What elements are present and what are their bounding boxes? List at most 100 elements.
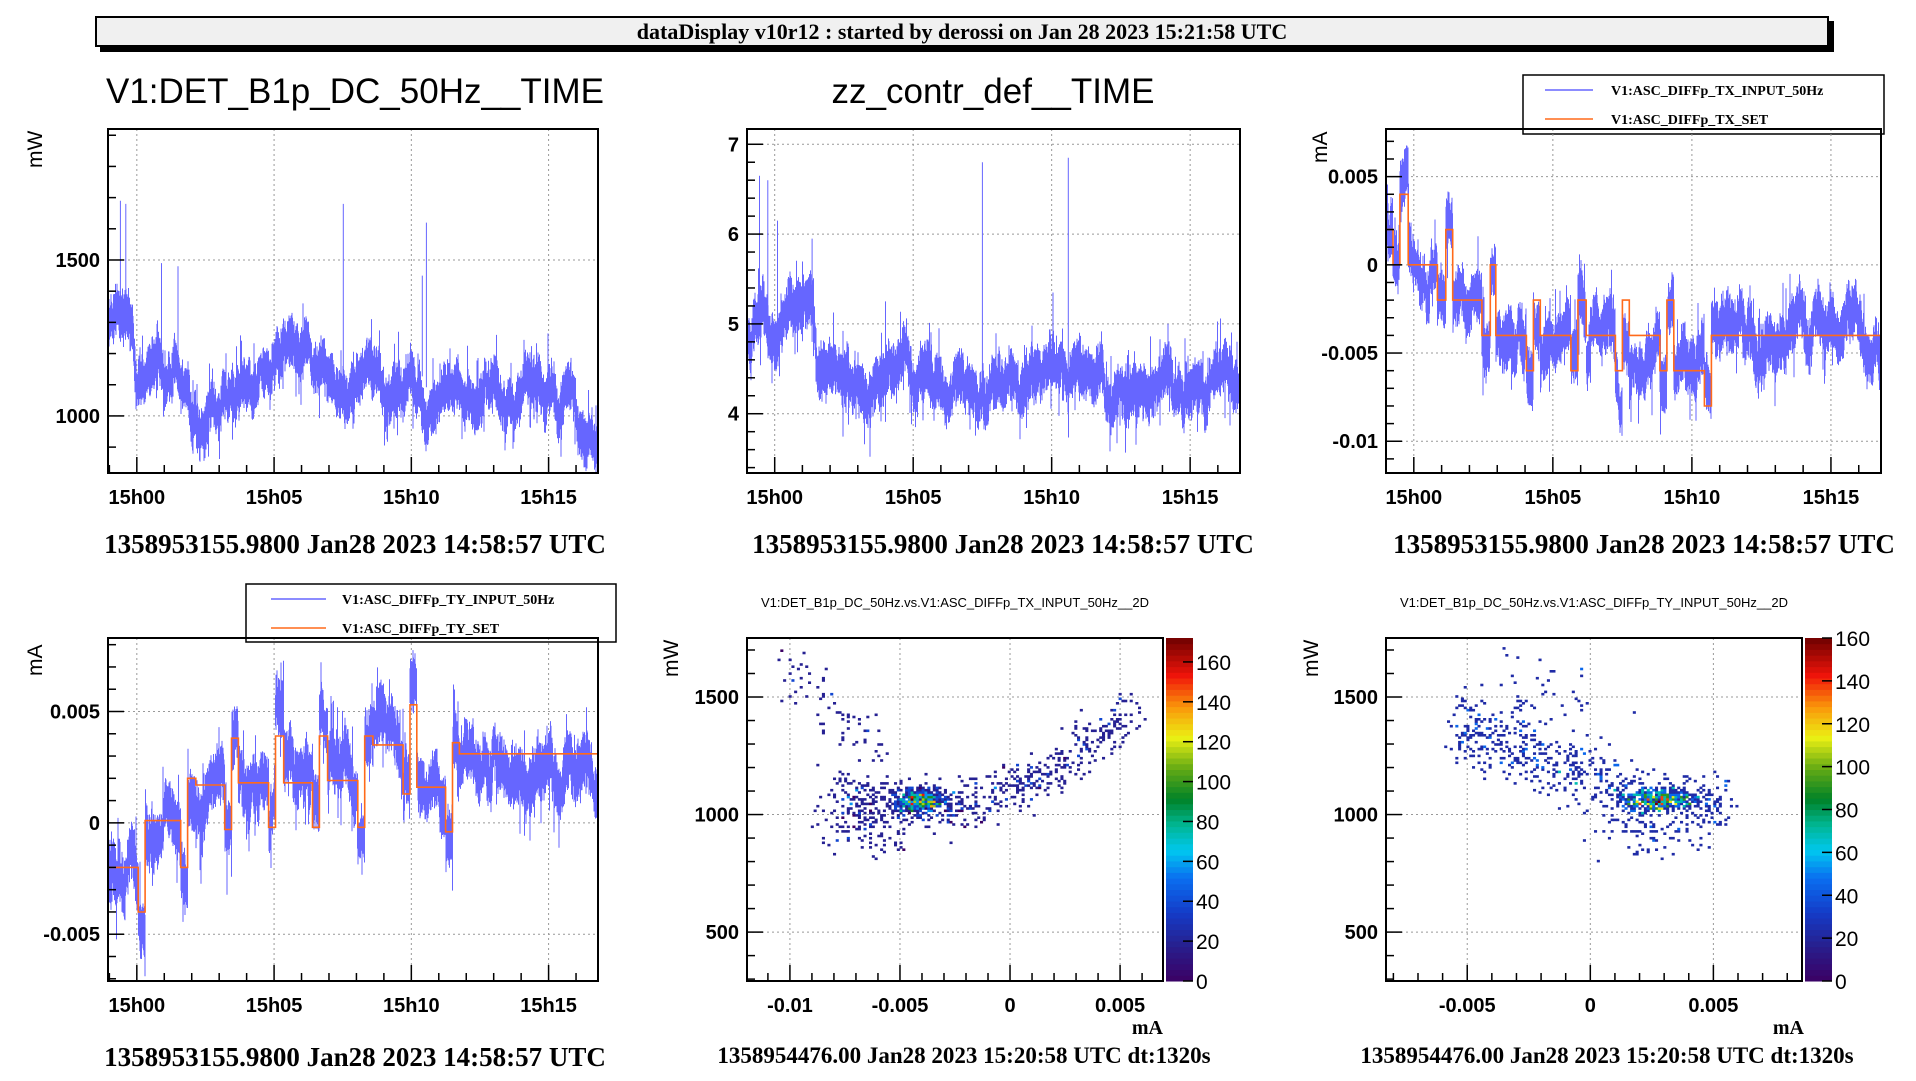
heatmap-cell [1082, 772, 1086, 776]
heatmap-cell [1519, 750, 1523, 753]
heatmap-cell [1533, 788, 1537, 792]
heatmap-cell [1060, 752, 1064, 755]
heatmap-cell [1588, 750, 1592, 753]
heatmap-cell [1004, 788, 1008, 792]
heatmap-cell [1646, 807, 1650, 810]
heatmap-cell [1460, 734, 1464, 737]
colorbar-segment [1166, 918, 1193, 925]
heatmap-cell [1021, 800, 1025, 803]
heatmap-cell [791, 665, 795, 668]
heatmap-cell [974, 825, 978, 829]
heatmap-cell [885, 775, 889, 778]
heatmap-cell [1696, 795, 1700, 799]
heatmap-cell [1677, 793, 1681, 797]
heatmap-cell [1663, 807, 1667, 810]
heatmap-cell [913, 804, 917, 808]
heatmap-cell [941, 800, 945, 803]
heatmap-cell [1521, 724, 1525, 728]
heatmap-cell [1693, 779, 1697, 783]
heatmap-cell [1557, 770, 1561, 774]
heatmap-cell [1018, 782, 1022, 785]
heatmap-cell [960, 791, 964, 794]
heatmap-cell [1621, 779, 1625, 783]
heatmap-cell [794, 702, 798, 705]
heatmap-cell [1494, 743, 1498, 746]
heatmap-cell [1619, 782, 1623, 785]
heatmap-cell [846, 811, 850, 815]
heatmap-cell [905, 802, 909, 806]
heatmap-cell [1472, 734, 1476, 737]
heatmap-cell [1668, 795, 1672, 799]
heatmap-cell [1638, 791, 1642, 794]
panel-title-top-left: V1:DET_B1p_DC_50Hz__TIME [106, 72, 604, 111]
heatmap-cell [1516, 699, 1520, 703]
heatmap-cell [1660, 791, 1664, 794]
heatmap-cell [1524, 734, 1528, 737]
heatmap-cell [1635, 791, 1639, 794]
heatmap-cell [1458, 745, 1462, 749]
heatmap-cell [930, 793, 934, 797]
heatmap-cell [855, 804, 859, 808]
heatmap-cell [960, 798, 964, 801]
heatmap-cell [1699, 786, 1703, 790]
heatmap-cell [1577, 802, 1581, 806]
heatmap-cell [971, 793, 975, 797]
x-tick-label: 15h15 [1162, 487, 1219, 509]
legend-entry-input: V1:ASC_DIFFp_TX_INPUT_50Hz [1611, 84, 1823, 99]
heatmap-cell [838, 770, 842, 774]
heatmap-cell [1613, 788, 1617, 792]
colorbar-segment [1805, 895, 1832, 902]
xlabel-bottom-right: mA [1773, 1017, 1805, 1039]
heatmap-cell [1524, 777, 1528, 781]
heatmap-cell [927, 793, 931, 797]
heatmap-cell [896, 848, 900, 851]
heatmap-cell [1582, 770, 1586, 774]
heatmap-cell [1613, 759, 1617, 762]
heatmap-cell [1516, 759, 1520, 762]
heatmap-cell [935, 791, 939, 794]
heatmap-cell [1602, 830, 1606, 833]
heatmap-cell [949, 798, 953, 801]
heatmap-cell [916, 816, 920, 819]
heatmap-cell [913, 795, 917, 799]
colorbar-segment [1166, 729, 1193, 736]
heatmap-cell [960, 800, 964, 803]
heatmap-cell [1616, 786, 1620, 790]
heatmap-cell [841, 788, 845, 792]
heatmap-cell [1057, 763, 1061, 767]
heatmap-cell [1632, 804, 1636, 808]
heatmap-cell [1674, 793, 1678, 797]
heatmap-cell [1533, 752, 1537, 755]
heatmap-cell [852, 814, 856, 817]
heatmap-cell [1115, 718, 1119, 721]
heatmap-cell [1057, 752, 1061, 755]
heatmap-cell [1499, 761, 1503, 765]
heatmap-cell [1519, 745, 1523, 749]
heatmap-cell [1707, 804, 1711, 808]
heatmap-cell [1010, 784, 1014, 787]
heatmap-cell [927, 795, 931, 799]
heatmap-cell [921, 800, 925, 803]
heatmap-cell [1071, 761, 1075, 765]
heatmap-cell [1652, 800, 1656, 803]
heatmap-cell [1129, 692, 1133, 696]
heatmap-cell [1671, 852, 1675, 856]
heatmap-cell [896, 788, 900, 792]
heatmap-cell [1107, 736, 1111, 739]
heatmap-cell [1630, 830, 1634, 833]
heatmap-cell [1104, 729, 1108, 733]
heatmap-cell [1691, 798, 1695, 801]
heatmap-cell [930, 802, 934, 806]
colorbar-segment [1805, 918, 1832, 925]
heatmap-cell [1693, 804, 1697, 808]
heatmap-cells [1444, 647, 1739, 863]
heatmap-cell [1671, 788, 1675, 792]
heatmap-cell [1546, 770, 1550, 774]
colorbar-segment [1805, 798, 1832, 805]
colorbar-segment [1166, 666, 1193, 673]
heatmap-cell [1455, 756, 1459, 760]
heatmap-cell [871, 788, 875, 792]
heatmap-cell [1685, 802, 1689, 806]
